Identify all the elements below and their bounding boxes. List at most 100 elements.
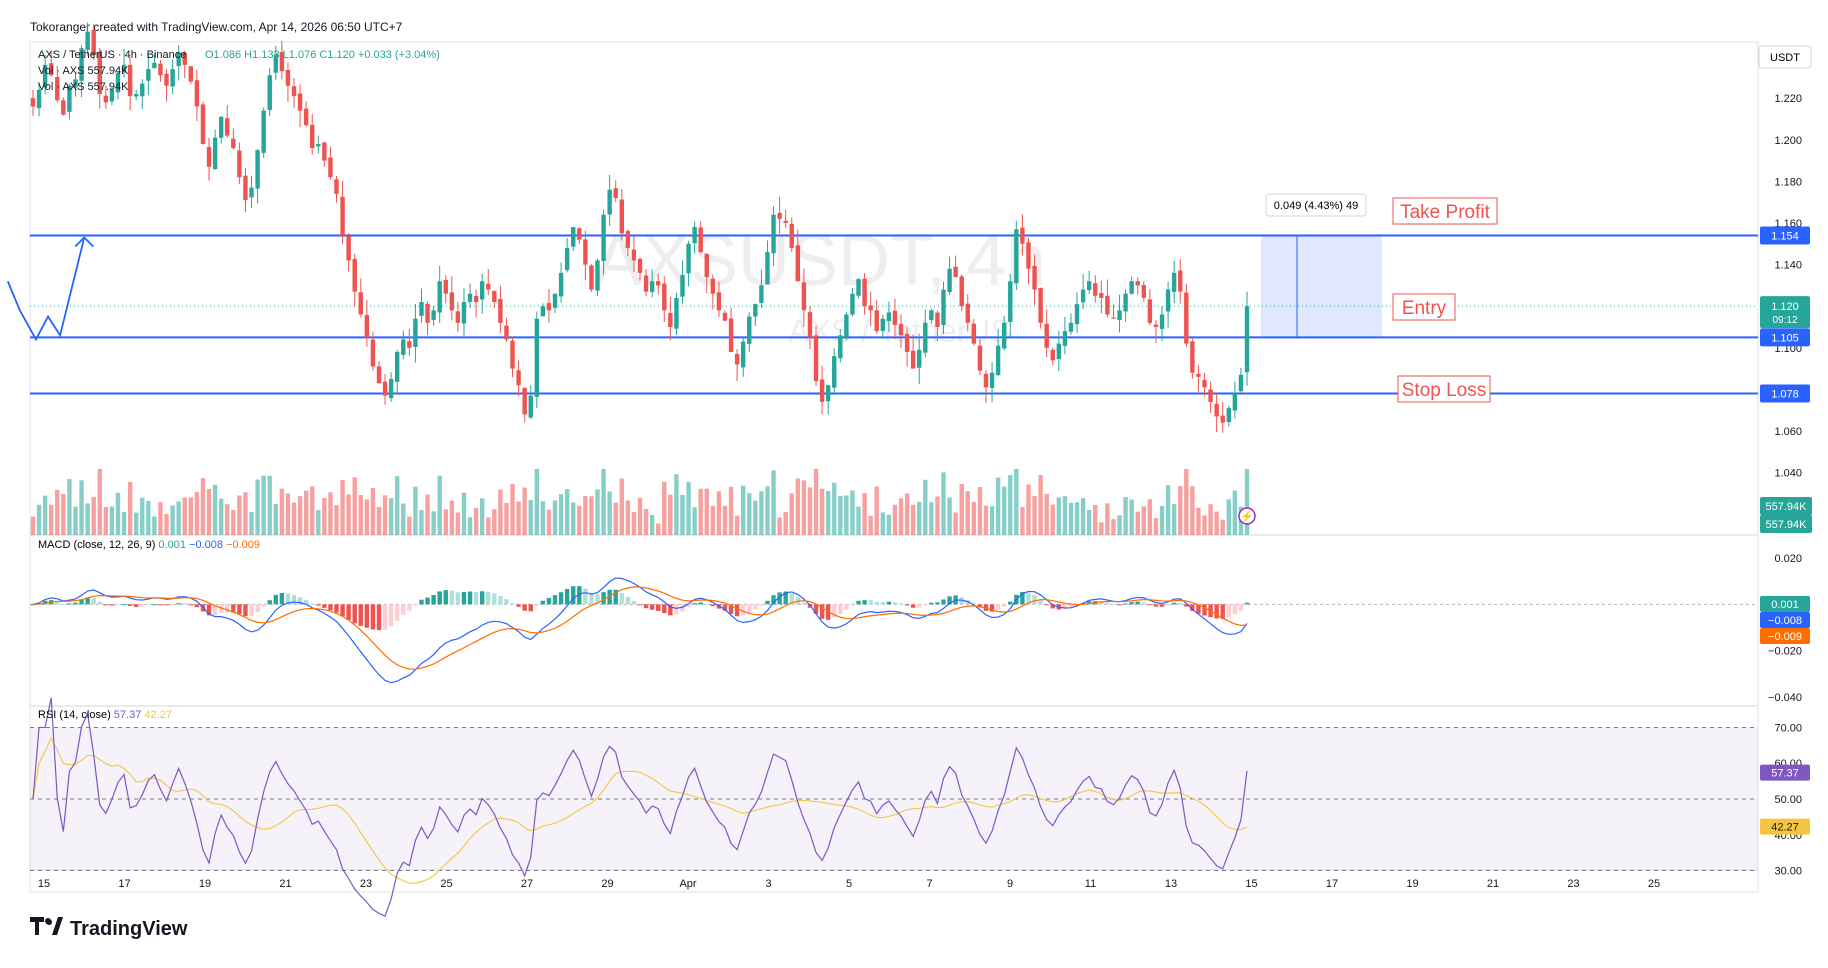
candle-body [953,266,958,278]
macd-histogram-bar [947,596,952,605]
volume-bar [267,475,272,535]
volume-bar [995,477,1001,535]
volume-bar [540,501,546,535]
legend-volume-2: Vol · AXS 557.94K [38,81,129,93]
volume-bar [91,496,96,535]
candle-body [868,305,873,311]
candle-body [376,366,382,384]
candle-body [886,312,892,322]
macd-histogram-bar [923,604,928,606]
volume-bar [73,506,78,535]
volume-bar [880,512,885,535]
volume-bar [401,503,406,535]
candle-body [291,86,297,97]
volume-bar [297,496,303,535]
volume-bar [431,511,436,535]
entry-label[interactable]: Entry [1392,293,1456,321]
macd-histogram-bar [692,603,697,605]
candle-body [522,387,527,415]
volume-bar [941,472,946,535]
candle-body [1074,304,1080,325]
macd-histogram-bar [631,600,637,605]
volume-bar [249,511,254,535]
volume-bar [838,495,843,535]
volume-bar [1105,503,1110,535]
volume-bar [170,505,175,535]
candle-body [218,116,224,138]
candle-body [680,274,685,297]
volume-bar [571,502,576,535]
volume-bar [904,493,910,535]
candle-body [771,214,776,254]
candle-body [431,310,436,320]
macd-histogram-bar [279,592,285,605]
macd-histogram-bar [868,600,873,605]
macd-histogram-bar [322,604,327,608]
candle-body [486,283,491,290]
rsi-legend-value: 57.37 [111,709,142,721]
macd-histogram-bar [1141,602,1147,605]
candle-body [558,272,564,297]
candle-body [850,293,855,315]
macd-histogram-bar [856,600,861,605]
volume-bar [728,486,734,535]
macd-histogram-bar [206,604,212,616]
candle-body [243,175,248,201]
volume-bar [1086,509,1092,535]
candle-body [322,142,327,161]
candle-body [55,76,60,101]
volume-bar [795,478,801,535]
candle-body [194,80,200,107]
volume-bar [255,479,260,535]
macd-histogram-bar [449,590,455,605]
candle-body [30,98,36,107]
candle-body [856,279,861,296]
volume-bar [206,488,212,535]
macd-legend-value: −0.008 [186,539,223,551]
macd-histogram-bar [777,592,782,605]
macd-histogram-bar [801,602,807,605]
macd-histogram-bar [1129,602,1134,605]
projection-drawing[interactable] [6,235,1382,342]
volume-bar [85,503,90,535]
macd-histogram-bar [1008,601,1013,605]
candle-body [297,93,303,111]
macd-histogram-bar [395,604,400,621]
volume-bar [1196,507,1201,535]
macd-histogram-bar [127,604,133,606]
macd-histogram-bar [1153,604,1159,607]
candle-body [983,373,989,388]
macd-histogram-bar [261,604,266,607]
macd-line [32,577,1248,684]
volume-bar [67,479,72,535]
candle-body [42,64,48,88]
macd-histogram-bar [1111,604,1116,606]
candle-body [571,227,576,247]
volume-bar [1117,515,1122,535]
currency-button[interactable] [1758,45,1812,69]
candle-body [407,341,412,348]
measure-label[interactable]: 0.049 (4.43%) 49 [1265,193,1367,217]
stop-loss-label[interactable]: Stop Loss [1397,375,1491,403]
macd-legend: MACD (close, 12, 26, 9) 0.001 −0.008 −0.… [38,539,260,551]
volume-bar [413,486,418,535]
macd-histogram-bar [455,592,461,605]
take-profit-label[interactable]: Take Profit [1392,197,1498,225]
time-tick-label: 11 [1085,878,1096,890]
volume-bar [777,517,782,535]
candle-body [498,299,503,323]
volume-bar [534,469,540,535]
candle-body [504,325,509,340]
candle-body [401,339,406,355]
macd-histogram-bar [589,592,594,605]
alert-flash-icon[interactable]: ⚡ [1238,507,1256,525]
macd-histogram-bar [959,597,964,605]
candle-body [716,292,722,311]
macd-histogram-bar [1044,604,1049,606]
candle-body [146,69,151,81]
candle-body [910,350,916,369]
tradingview-brand[interactable]: TradingView [30,917,187,941]
macd-histogram-bar [649,604,655,610]
volume-bar [370,487,376,535]
